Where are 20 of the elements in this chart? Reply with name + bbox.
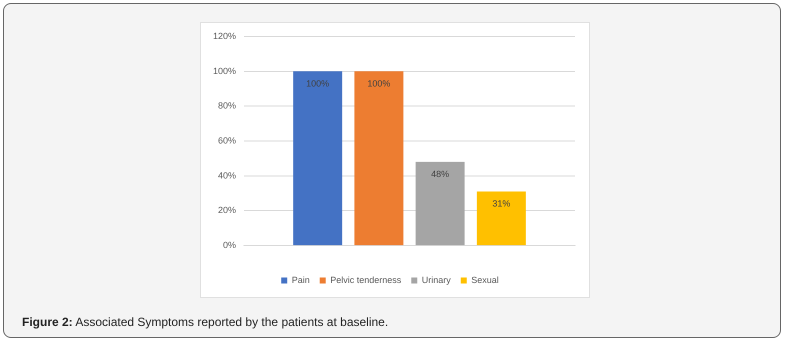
data-label: 100% [306, 78, 330, 88]
legend-label: Pain [292, 274, 310, 285]
legend-label: Urinary [422, 274, 452, 285]
y-tick-label: 80% [218, 100, 236, 111]
y-tick-label: 40% [218, 170, 236, 180]
data-label: 100% [367, 78, 390, 88]
y-tick-label: 60% [218, 135, 236, 146]
y-tick-label: 120% [212, 30, 236, 41]
caption: Figure 2: Associated Symptoms reported by the patients at baseline. [22, 315, 388, 329]
bar [293, 71, 342, 246]
legend-label: Sexual [471, 274, 499, 285]
legend-label: Pelvic tenderness [330, 274, 402, 285]
bar [354, 71, 404, 246]
data-label: 31% [492, 198, 510, 209]
bar [416, 162, 465, 246]
y-tick-label: 100% [212, 66, 236, 76]
data-label: 48% [431, 168, 450, 179]
y-tick-label: 20% [218, 205, 236, 216]
bar [476, 192, 526, 246]
y-tick-label: 0% [223, 240, 236, 250]
